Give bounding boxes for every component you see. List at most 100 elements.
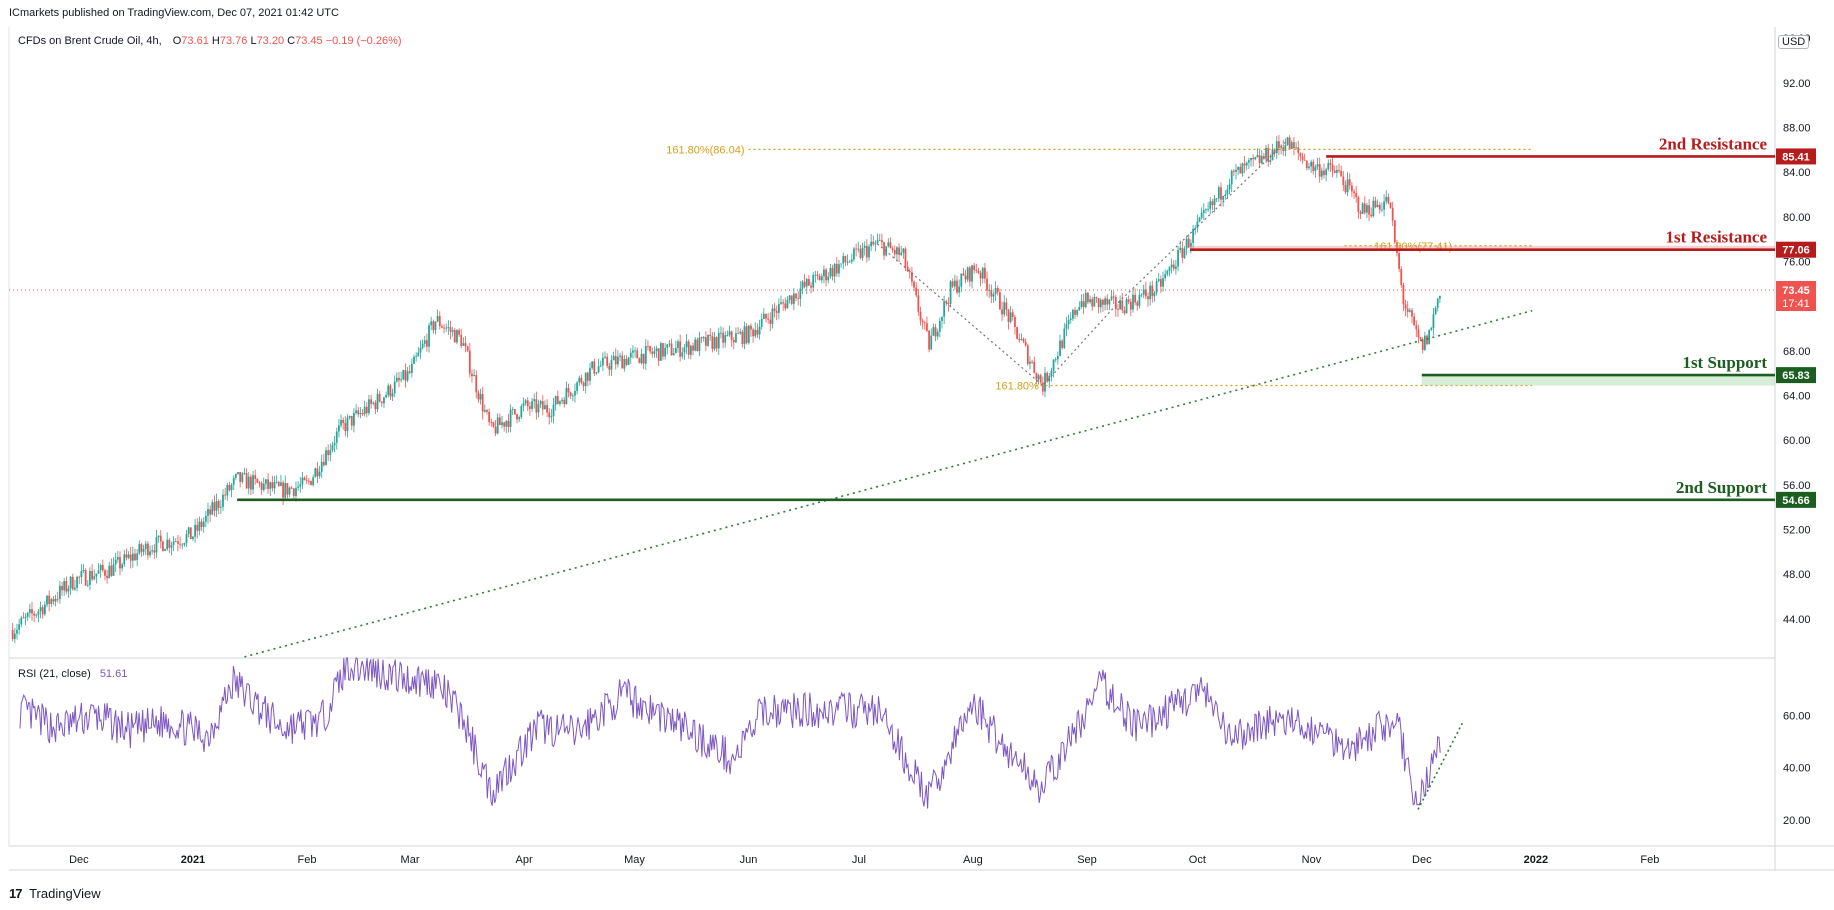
candle [26,611,29,621]
time-axis[interactable]: Dec 2021 Feb Mar Apr May Jun Jul Aug Sep Oct Nov Dec… [69,854,1659,866]
candle-body [28,609,31,613]
level-2nd-support[interactable]: 2nd Support 54.66 [237,478,1816,508]
candle-body [1353,191,1355,194]
candle-body [200,521,203,528]
currency-badge[interactable]: USD [1778,35,1810,49]
price-tick-label: 88.00 [1783,123,1811,135]
level-price-badge [1776,148,1816,165]
candle [170,541,173,556]
candle-body [1250,157,1252,161]
tradingview-logo[interactable]: 17 TradingView [9,886,101,901]
candle [219,499,222,515]
candle [741,329,744,348]
candle [164,548,166,552]
candle [129,546,132,569]
candle-body [531,401,533,409]
rsi-legend[interactable]: RSI (21, close) 51.61 [18,668,127,680]
candle-body [1411,310,1413,317]
rsi-pane[interactable] [19,657,1463,810]
candle-body [1054,359,1057,361]
candle-body [535,399,538,413]
candle-body [372,402,375,404]
candle [670,338,673,356]
candle [479,388,482,405]
candle-body [679,341,682,357]
candle-body [1404,304,1407,309]
candle [999,288,1001,310]
level-1st-support[interactable]: 1st Support 65.83 [1421,353,1816,386]
candle [84,568,87,587]
time-tick-label: Oct [1189,854,1206,866]
candle-body [1187,238,1190,248]
candle-body [1344,184,1347,193]
candle-body [1372,200,1375,217]
candle-body [391,393,394,397]
candle [189,527,192,540]
level-1st-resistance[interactable]: 1st Resistance 77.06 [1190,228,1816,258]
candle [1256,148,1259,158]
rsi-title: RSI (21, close) [18,668,91,680]
candle-body [97,570,100,574]
candle [844,255,847,266]
fib-label: 161.80% [995,380,1039,392]
candle-body [838,264,840,274]
candle [1039,373,1042,384]
candle-body [125,554,128,558]
candle [664,343,667,360]
candle-body [1230,170,1233,185]
candle [657,348,660,367]
candle-body [1009,312,1012,323]
candle [947,297,950,312]
candle-body [168,539,171,548]
candle [526,397,529,411]
candle-body [320,461,323,472]
candle [533,393,536,409]
candle [374,400,377,415]
candle [428,322,430,353]
candle-body [919,311,922,321]
candle-body [1134,294,1137,303]
candle-body [1215,198,1218,200]
candle-body [1305,160,1308,169]
candle-body [921,320,924,323]
candle-body [563,399,566,405]
candle-body [1308,166,1310,169]
candle [923,320,926,330]
candle-body [423,340,426,344]
candle-body [810,285,812,288]
candle-body [183,543,186,545]
candle-body [612,355,615,361]
candle [108,561,111,579]
candle [1157,272,1160,283]
level-2nd-resistance[interactable]: 2nd Resistance 85.41 [1326,134,1816,165]
candle-body [516,414,518,420]
candle [477,390,480,403]
candle [136,549,139,567]
level-label: 2nd Resistance [1659,134,1768,153]
candle-body [1391,207,1394,221]
candle [775,305,778,321]
candle [750,323,752,337]
candle [739,328,742,335]
candle [825,267,827,287]
symbol-legend[interactable]: CFDs on Brent Crude Oil, 4h, O73.61 H73.… [18,35,402,47]
candle [301,472,304,490]
candle [1331,157,1334,178]
candle-body [361,413,364,415]
candle-body [657,348,660,361]
candle [773,303,776,318]
candle [1224,190,1227,200]
candle [316,461,319,484]
price-pane[interactable]: 161.80%(86.04)161.80%(77.41)161.80%2nd R… [9,134,1816,658]
candle-body [876,240,879,244]
candle [1417,324,1420,344]
candle-body [1239,166,1242,174]
candle [1172,260,1175,272]
candle [1408,307,1411,313]
candle-body [234,474,237,478]
candle-body [1175,266,1177,269]
candle [1054,357,1057,363]
candle-body [1366,205,1368,213]
